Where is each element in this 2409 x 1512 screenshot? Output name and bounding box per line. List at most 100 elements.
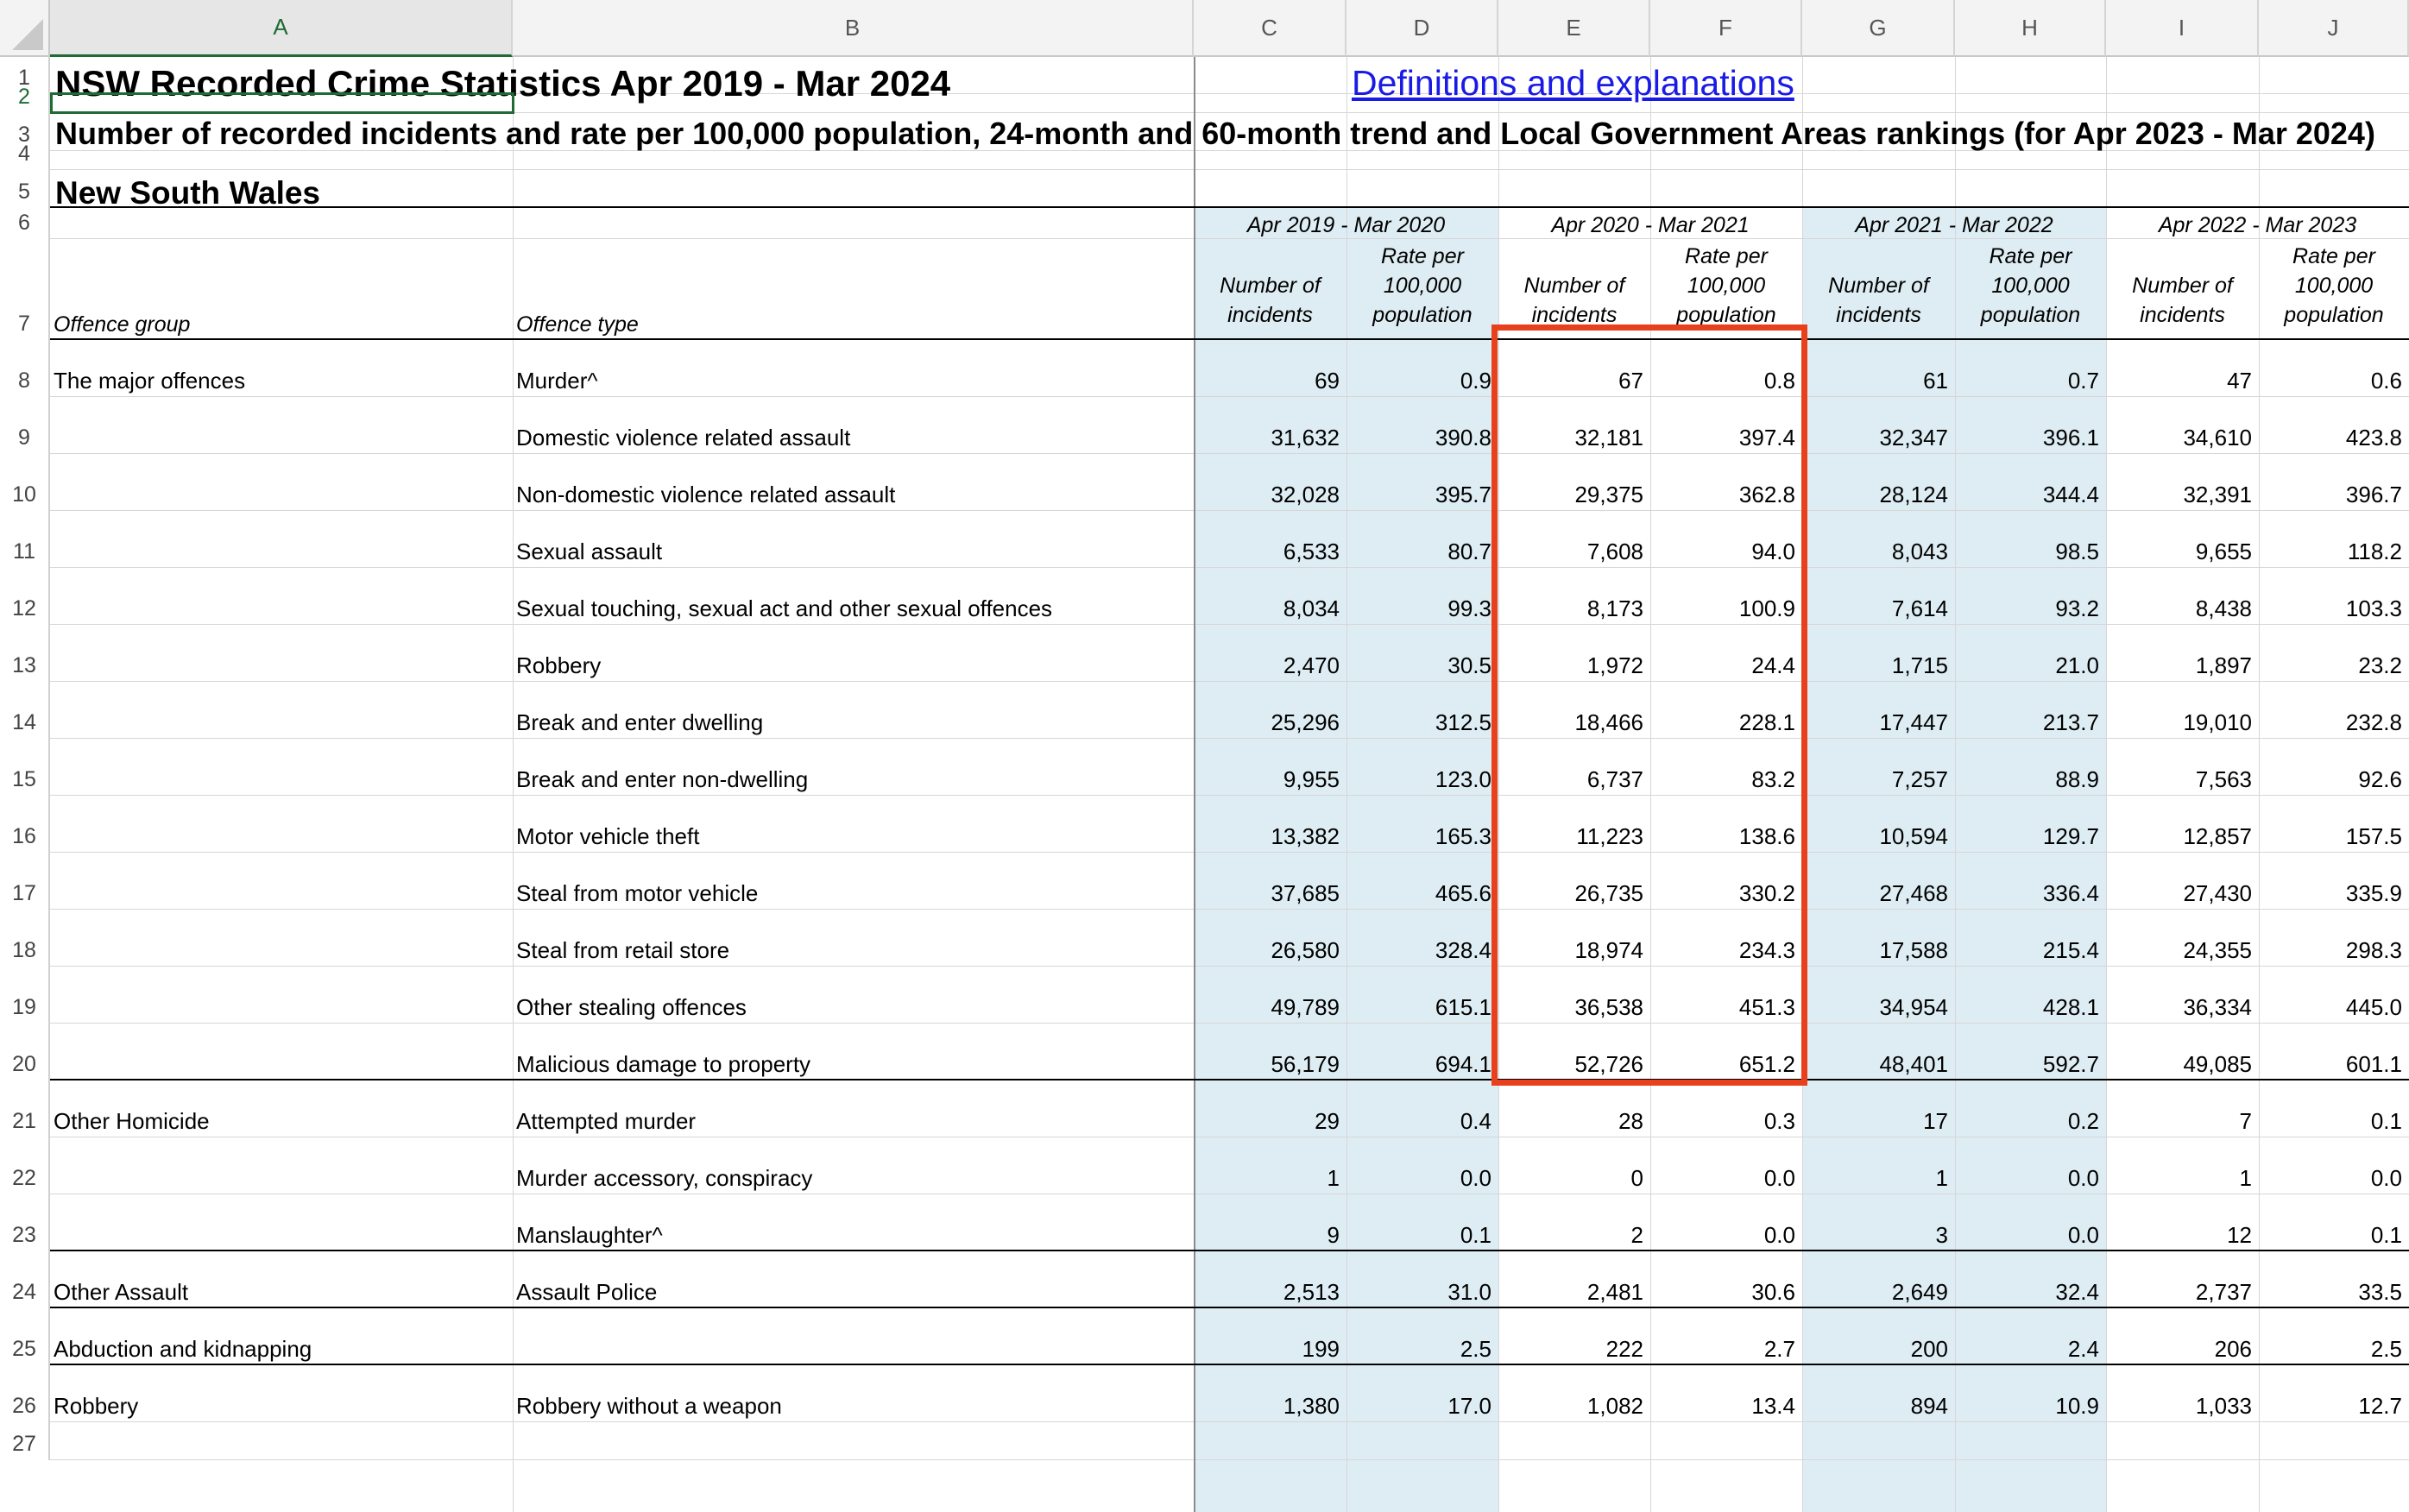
column-header-i[interactable]: I xyxy=(2106,0,2259,57)
value-cell-d: 2.5 xyxy=(1460,1336,1491,1362)
row-header-16[interactable]: 16 xyxy=(0,796,50,853)
value-cell-h: 129.7 xyxy=(2042,823,2099,849)
row-header-11[interactable]: 11 xyxy=(0,511,50,568)
offence-type-cell: Other stealing offences xyxy=(516,994,747,1020)
value-cell-f: 0.0 xyxy=(1763,1165,1795,1191)
row-header-2[interactable]: 2 xyxy=(0,85,50,113)
value-cell-g: 7,614 xyxy=(1891,595,1948,621)
row-gridline xyxy=(50,567,2409,568)
value-cell-d: 165.3 xyxy=(1435,823,1491,849)
value-cell-i: 7,563 xyxy=(2195,766,2252,792)
value-cell-e: 36,538 xyxy=(1574,994,1643,1020)
value-cell-j: 12.7 xyxy=(2358,1393,2402,1419)
value-cell-f: 2.7 xyxy=(1763,1336,1795,1362)
value-cell-d: 0.0 xyxy=(1460,1165,1491,1191)
value-cell-f: 0.0 xyxy=(1763,1222,1795,1248)
offence-type-cell: Robbery xyxy=(516,652,602,678)
period-header: Apr 2022 - Mar 2023 xyxy=(2158,213,2357,237)
column-header-g[interactable]: G xyxy=(1802,0,1955,57)
row-header-12[interactable]: 12 xyxy=(0,568,50,625)
value-cell-j: 601.1 xyxy=(2345,1051,2402,1077)
offence-type-cell: Break and enter non-dwelling xyxy=(516,766,809,792)
value-cell-h: 213.7 xyxy=(2042,709,2099,735)
period-header: Apr 2021 - Mar 2022 xyxy=(1855,213,2053,237)
value-cell-c: 13,382 xyxy=(1271,823,1340,849)
value-cell-h: 0.0 xyxy=(2067,1222,2099,1248)
value-cell-e: 29,375 xyxy=(1574,482,1643,507)
value-cell-f: 330.2 xyxy=(1738,880,1795,906)
value-cell-i: 2,737 xyxy=(2195,1279,2252,1305)
value-cell-e: 8,173 xyxy=(1586,595,1643,621)
value-cell-j: 0.1 xyxy=(2370,1108,2402,1134)
value-cell-j: 298.3 xyxy=(2345,937,2402,963)
value-cell-h: 0.7 xyxy=(2067,368,2099,394)
row-header-22[interactable]: 22 xyxy=(0,1137,50,1194)
column-header-h[interactable]: H xyxy=(1955,0,2106,57)
value-cell-f: 138.6 xyxy=(1738,823,1795,849)
offence-type-cell: Break and enter dwelling xyxy=(516,709,764,735)
column-header-e[interactable]: E xyxy=(1498,0,1650,57)
value-cell-d: 31.0 xyxy=(1447,1279,1491,1305)
row-header-18[interactable]: 18 xyxy=(0,910,50,967)
value-cell-d: 30.5 xyxy=(1447,652,1491,678)
column-header-b[interactable]: B xyxy=(513,0,1194,57)
region-heading: New South Wales xyxy=(55,175,321,211)
rate-header: Rate per 100,000 population xyxy=(1980,244,2081,327)
selected-cell-a2[interactable] xyxy=(50,92,514,114)
value-cell-g: 2,649 xyxy=(1891,1279,1948,1305)
row-header-21[interactable]: 21 xyxy=(0,1080,50,1137)
value-cell-h: 88.9 xyxy=(2055,766,2099,792)
row-header-19[interactable]: 19 xyxy=(0,967,50,1024)
row-gridline xyxy=(50,966,2409,967)
offence-group-cell: Other Homicide xyxy=(54,1108,210,1134)
row-header-13[interactable]: 13 xyxy=(0,625,50,682)
select-all-corner[interactable] xyxy=(0,0,50,57)
column-header-a[interactable]: A xyxy=(50,0,513,57)
value-cell-c: 6,533 xyxy=(1283,539,1340,564)
row-header-9[interactable]: 9 xyxy=(0,397,50,454)
value-cell-e: 67 xyxy=(1618,368,1643,394)
row-header-10[interactable]: 10 xyxy=(0,454,50,511)
column-header-j[interactable]: J xyxy=(2259,0,2409,57)
offence-type-header: Offence type xyxy=(516,312,639,337)
value-cell-d: 123.0 xyxy=(1435,766,1491,792)
row-header-24[interactable]: 24 xyxy=(0,1251,50,1308)
row-header-27[interactable]: 27 xyxy=(0,1422,50,1460)
row-header-6[interactable]: 6 xyxy=(0,208,50,239)
value-cell-f: 0.8 xyxy=(1763,368,1795,394)
value-cell-c: 1,380 xyxy=(1283,1393,1340,1419)
value-cell-e: 6,737 xyxy=(1586,766,1643,792)
value-cell-e: 11,223 xyxy=(1576,823,1643,849)
column-header-d[interactable]: D xyxy=(1346,0,1498,57)
row-header-26[interactable]: 26 xyxy=(0,1365,50,1422)
value-cell-g: 8,043 xyxy=(1891,539,1948,564)
value-cell-e: 18,974 xyxy=(1574,937,1643,963)
value-cell-i: 19,010 xyxy=(2183,709,2252,735)
row-header-7[interactable]: 7 xyxy=(0,239,50,340)
value-cell-c: 9,955 xyxy=(1283,766,1340,792)
definitions-link[interactable]: Definitions and explanations xyxy=(1352,63,1794,103)
row-header-1[interactable]: 1 xyxy=(0,57,50,94)
row-header-20[interactable]: 20 xyxy=(0,1024,50,1080)
value-cell-c: 25,296 xyxy=(1271,709,1340,735)
row-header-4[interactable]: 4 xyxy=(0,142,50,170)
row-header-15[interactable]: 15 xyxy=(0,739,50,796)
section-divider xyxy=(1194,57,1195,1512)
group-separator-rule xyxy=(50,1307,2409,1308)
row-header-17[interactable]: 17 xyxy=(0,853,50,910)
value-cell-g: 17,447 xyxy=(1879,709,1948,735)
row-header-8[interactable]: 8 xyxy=(0,340,50,397)
row-header-14[interactable]: 14 xyxy=(0,682,50,739)
column-header-f[interactable]: F xyxy=(1650,0,1802,57)
value-cell-f: 13.4 xyxy=(1751,1393,1795,1419)
row-header-3[interactable]: 3 xyxy=(0,113,50,151)
row-header-25[interactable]: 25 xyxy=(0,1308,50,1365)
value-cell-j: 232.8 xyxy=(2345,709,2402,735)
row-header-23[interactable]: 23 xyxy=(0,1194,50,1251)
column-header-c[interactable]: C xyxy=(1194,0,1346,57)
value-cell-g: 1 xyxy=(1935,1165,1948,1191)
value-cell-e: 18,466 xyxy=(1574,709,1643,735)
offence-group-cell: Other Assault xyxy=(54,1279,189,1305)
row-header-5[interactable]: 5 xyxy=(0,170,50,208)
